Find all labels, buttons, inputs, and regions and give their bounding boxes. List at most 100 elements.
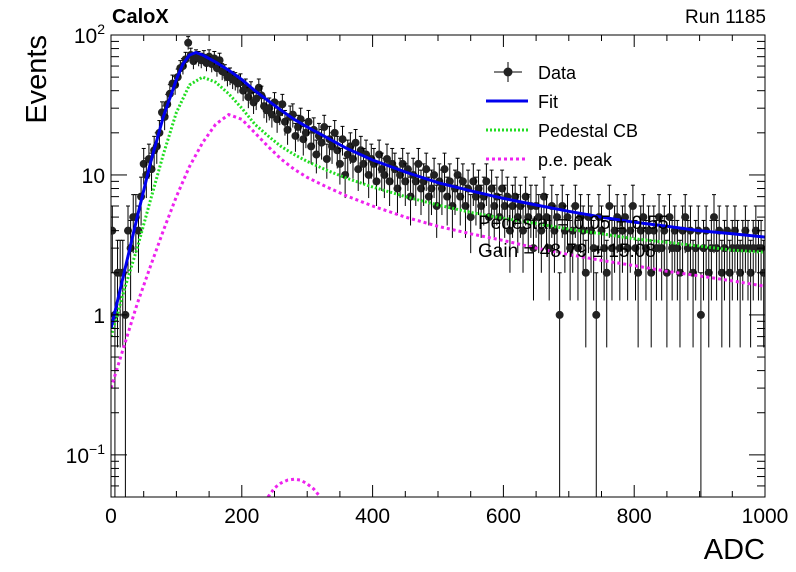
- data-point: [372, 163, 381, 207]
- data-marker: [375, 150, 384, 159]
- data-point: [111, 205, 117, 273]
- legend-label: Data: [538, 63, 577, 83]
- fit-parameter-text: Pedestal = 0.05 ± 0.55: [478, 213, 669, 234]
- data-point: [566, 219, 575, 301]
- data-point: [605, 184, 614, 238]
- legend-label: Pedestal CB: [538, 121, 638, 141]
- data-marker: [477, 202, 486, 211]
- data-marker: [573, 244, 582, 253]
- data-point: [364, 157, 373, 199]
- data-marker: [380, 170, 389, 179]
- data-point: [602, 239, 611, 348]
- data-marker: [424, 192, 433, 201]
- x-tick-label: 600: [486, 505, 521, 528]
- data-point: [696, 272, 705, 497]
- data-marker: [414, 159, 423, 168]
- data-marker: [265, 104, 274, 113]
- data-marker: [500, 202, 509, 211]
- data-marker: [655, 213, 664, 222]
- data-marker: [615, 244, 624, 253]
- data-marker: [704, 268, 713, 277]
- legend-label: p.e. peak: [538, 150, 613, 170]
- data-point: [623, 219, 632, 301]
- data-marker: [466, 213, 475, 222]
- data-marker: [304, 117, 313, 126]
- data-marker: [746, 268, 755, 277]
- data-marker: [317, 138, 326, 147]
- data-marker: [437, 184, 446, 193]
- data-marker: [283, 125, 292, 134]
- data-marker: [542, 213, 551, 222]
- legend-label: Fit: [538, 92, 558, 112]
- data-point: [338, 125, 347, 156]
- data-point: [725, 239, 734, 348]
- data-marker: [537, 226, 546, 235]
- data-point: [184, 36, 193, 50]
- data-marker: [571, 202, 580, 211]
- data-marker: [487, 184, 496, 193]
- data-marker: [618, 226, 627, 235]
- data-marker: [482, 177, 491, 186]
- data-marker: [751, 226, 760, 235]
- data-marker: [641, 244, 650, 253]
- x-tick-label: 200: [224, 505, 259, 528]
- data-marker: [628, 202, 637, 211]
- experiment-label: CaloX: [112, 6, 169, 28]
- data-marker: [519, 226, 528, 235]
- data-marker: [372, 177, 381, 186]
- data-marker: [634, 268, 643, 277]
- data-marker: [709, 213, 718, 222]
- data-point: [641, 219, 650, 301]
- data-point: [354, 152, 363, 191]
- data-point: [322, 143, 331, 179]
- data-marker: [498, 184, 507, 193]
- y-axis-title: Events: [21, 35, 53, 124]
- data-marker: [307, 142, 316, 151]
- data-marker: [280, 117, 289, 126]
- data-point: [519, 205, 528, 273]
- data-marker: [396, 170, 405, 179]
- data-marker: [587, 226, 596, 235]
- data-point: [681, 194, 690, 254]
- data-point: [673, 219, 682, 301]
- data-marker: [393, 184, 402, 193]
- data-marker: [741, 226, 750, 235]
- data-point: [458, 163, 467, 207]
- data-marker: [354, 165, 363, 174]
- data-marker: [341, 170, 350, 179]
- data-point: [335, 147, 344, 185]
- data-point: [382, 143, 391, 179]
- data-marker: [430, 170, 439, 179]
- data-point: [466, 194, 475, 254]
- data-point: [628, 184, 637, 238]
- data-marker: [471, 192, 480, 201]
- data-marker: [626, 226, 635, 235]
- data-marker: [553, 213, 562, 222]
- data-marker: [382, 155, 391, 164]
- data-marker: [411, 177, 420, 186]
- data-marker: [301, 128, 310, 137]
- data-marker: [440, 165, 449, 174]
- data-marker: [469, 177, 478, 186]
- data-point: [717, 239, 726, 348]
- data-marker: [681, 213, 690, 222]
- data-marker: [647, 268, 656, 277]
- data-marker: [610, 226, 619, 235]
- data-point: [631, 219, 640, 301]
- legend-entry: p.e. peak: [486, 150, 613, 170]
- fit-parameter-text: Gain = 48.79 ± 15.08: [478, 241, 656, 262]
- data-point: [709, 194, 718, 254]
- data-marker: [401, 177, 410, 186]
- y-tick-label: 10−1: [66, 441, 106, 468]
- run-label: Run 1185: [685, 7, 766, 28]
- data-point: [660, 205, 669, 273]
- data-point: [615, 219, 624, 301]
- data-marker: [581, 268, 590, 277]
- legend-entry: Pedestal CB: [486, 121, 638, 141]
- data-point: [430, 157, 439, 199]
- data-marker: [385, 177, 394, 186]
- data-marker: [422, 165, 431, 174]
- data-marker: [278, 100, 287, 109]
- data-marker: [649, 226, 658, 235]
